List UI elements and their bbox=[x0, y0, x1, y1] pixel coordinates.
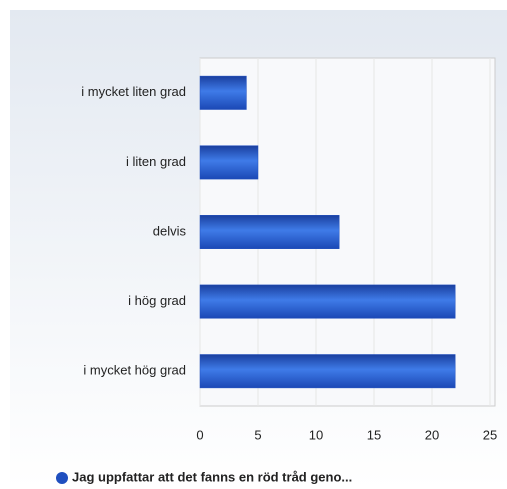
y-tick-label: delvis bbox=[153, 223, 187, 238]
bar bbox=[199, 354, 456, 389]
bar bbox=[199, 145, 259, 180]
x-tick-label: 25 bbox=[483, 427, 497, 442]
x-tick-label: 10 bbox=[309, 427, 323, 442]
y-tick-label: i liten grad bbox=[126, 154, 186, 169]
legend-marker bbox=[56, 472, 68, 484]
x-tick-label: 20 bbox=[425, 427, 439, 442]
bar bbox=[199, 215, 340, 249]
x-tick-label: 0 bbox=[196, 427, 203, 442]
x-tick-label: 5 bbox=[254, 427, 261, 442]
x-tick-label: 15 bbox=[367, 427, 381, 442]
bar bbox=[199, 75, 247, 110]
y-tick-label: i mycket liten grad bbox=[81, 84, 186, 99]
legend-label: Jag uppfattar att det fanns en röd tråd … bbox=[72, 469, 352, 484]
bar bbox=[199, 284, 456, 319]
y-tick-label: i mycket hög grad bbox=[83, 363, 186, 378]
y-tick-label: i hög grad bbox=[128, 293, 186, 308]
